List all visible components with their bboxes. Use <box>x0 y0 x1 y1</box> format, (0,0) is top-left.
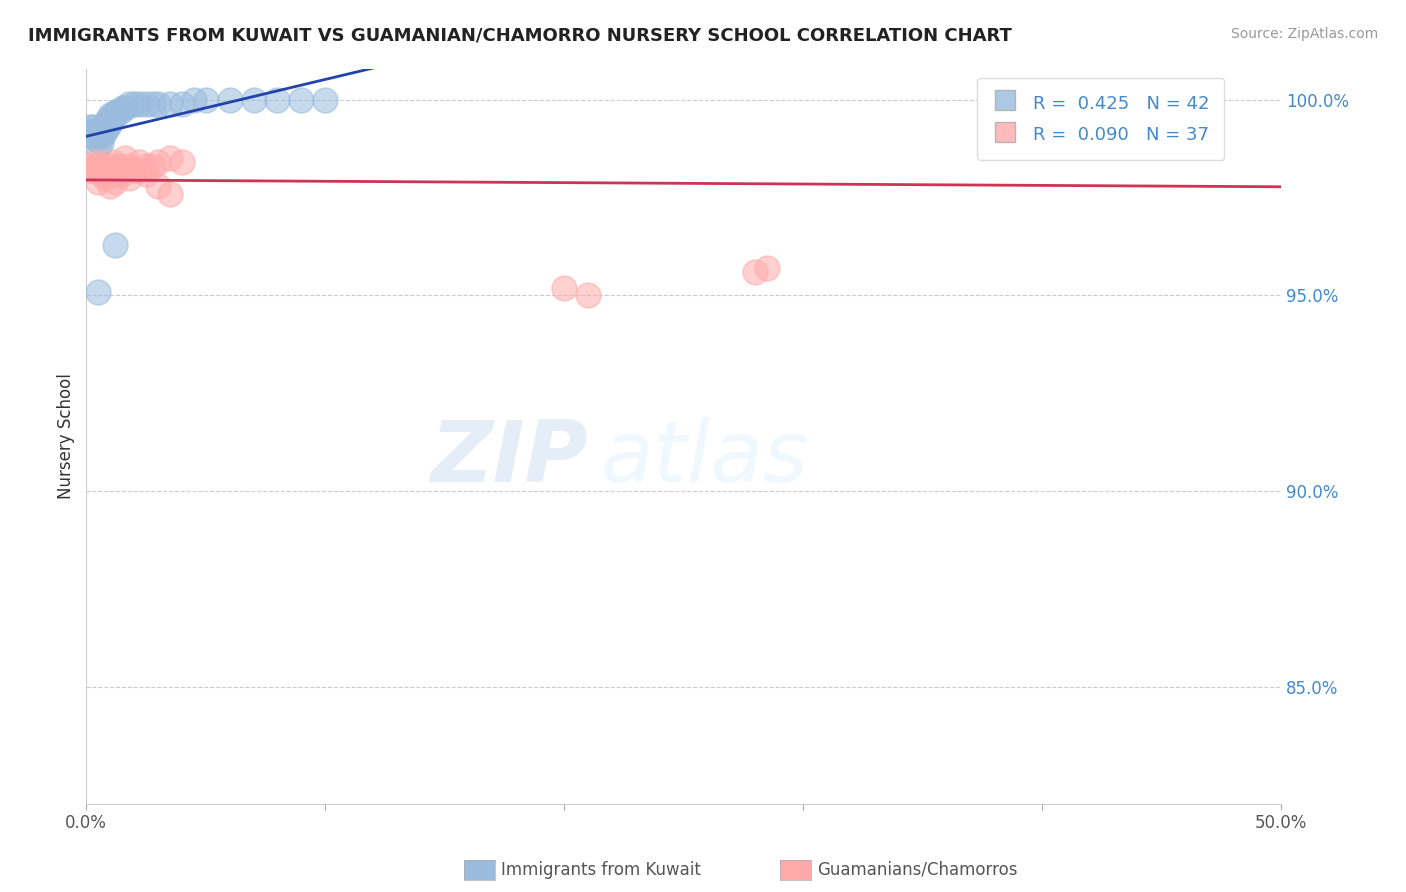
Point <box>114 152 136 166</box>
Text: Source: ZipAtlas.com: Source: ZipAtlas.com <box>1230 27 1378 41</box>
Point <box>159 152 181 166</box>
Point <box>90 124 112 138</box>
Text: atlas: atlas <box>600 417 808 500</box>
Point <box>105 104 128 119</box>
Point <box>314 93 336 107</box>
Point <box>118 159 141 173</box>
Point <box>97 112 120 127</box>
Point <box>170 155 193 169</box>
Point <box>744 265 766 279</box>
Point <box>146 96 169 111</box>
Point <box>91 163 114 178</box>
Point <box>87 159 110 173</box>
Point <box>87 285 110 299</box>
Point <box>218 93 240 107</box>
Point <box>101 155 124 169</box>
Point <box>194 93 217 107</box>
Point <box>105 159 128 173</box>
Point <box>82 124 104 138</box>
Point <box>142 96 165 111</box>
Point <box>576 288 599 302</box>
Point <box>91 120 114 135</box>
Point <box>170 96 193 111</box>
Point <box>756 260 779 275</box>
Point <box>101 112 124 127</box>
Point <box>111 163 134 178</box>
Point <box>108 104 131 119</box>
Point <box>118 171 141 186</box>
Point <box>104 175 127 189</box>
Point <box>128 163 150 178</box>
Point <box>122 163 145 178</box>
Point <box>90 136 112 150</box>
Point <box>94 116 117 130</box>
Point <box>87 175 110 189</box>
Point <box>98 163 121 178</box>
Point <box>82 120 104 135</box>
Point <box>94 124 117 138</box>
Point <box>82 163 104 178</box>
Point <box>266 93 288 107</box>
Point <box>77 120 100 135</box>
Legend: R =  0.425   N = 42, R =  0.090   N = 37: R = 0.425 N = 42, R = 0.090 N = 37 <box>977 78 1225 160</box>
Point <box>114 101 136 115</box>
Point <box>80 128 103 142</box>
Point <box>97 120 120 135</box>
Point <box>98 116 121 130</box>
Point <box>111 167 134 181</box>
Point <box>118 96 141 111</box>
Point <box>77 163 100 178</box>
Point <box>94 171 117 186</box>
Point <box>98 108 121 122</box>
Text: Guamanians/Chamorros: Guamanians/Chamorros <box>817 861 1018 879</box>
Point <box>97 159 120 173</box>
Point <box>90 167 112 181</box>
Text: Immigrants from Kuwait: Immigrants from Kuwait <box>501 861 700 879</box>
Point <box>142 159 165 173</box>
Point <box>146 178 169 193</box>
Point <box>135 159 157 173</box>
Point <box>87 140 110 154</box>
Point <box>290 93 312 107</box>
Point <box>111 101 134 115</box>
Point <box>91 128 114 142</box>
Point <box>104 237 127 252</box>
Point <box>84 155 107 169</box>
Y-axis label: Nursery School: Nursery School <box>58 374 75 500</box>
Point <box>122 96 145 111</box>
Point <box>104 104 127 119</box>
Point <box>87 128 110 142</box>
Point <box>159 96 181 111</box>
Point <box>98 178 121 193</box>
Point <box>135 96 157 111</box>
Point <box>101 108 124 122</box>
Point <box>135 167 157 181</box>
Text: ZIP: ZIP <box>430 417 588 500</box>
Point <box>242 93 264 107</box>
Point <box>84 124 107 138</box>
Point <box>183 93 205 107</box>
Point <box>84 132 107 146</box>
Point <box>128 96 150 111</box>
Text: IMMIGRANTS FROM KUWAIT VS GUAMANIAN/CHAMORRO NURSERY SCHOOL CORRELATION CHART: IMMIGRANTS FROM KUWAIT VS GUAMANIAN/CHAM… <box>28 27 1012 45</box>
Point <box>128 155 150 169</box>
Point <box>80 159 103 173</box>
Point <box>553 280 575 294</box>
Point <box>159 186 181 201</box>
Point <box>104 167 127 181</box>
Point <box>146 155 169 169</box>
